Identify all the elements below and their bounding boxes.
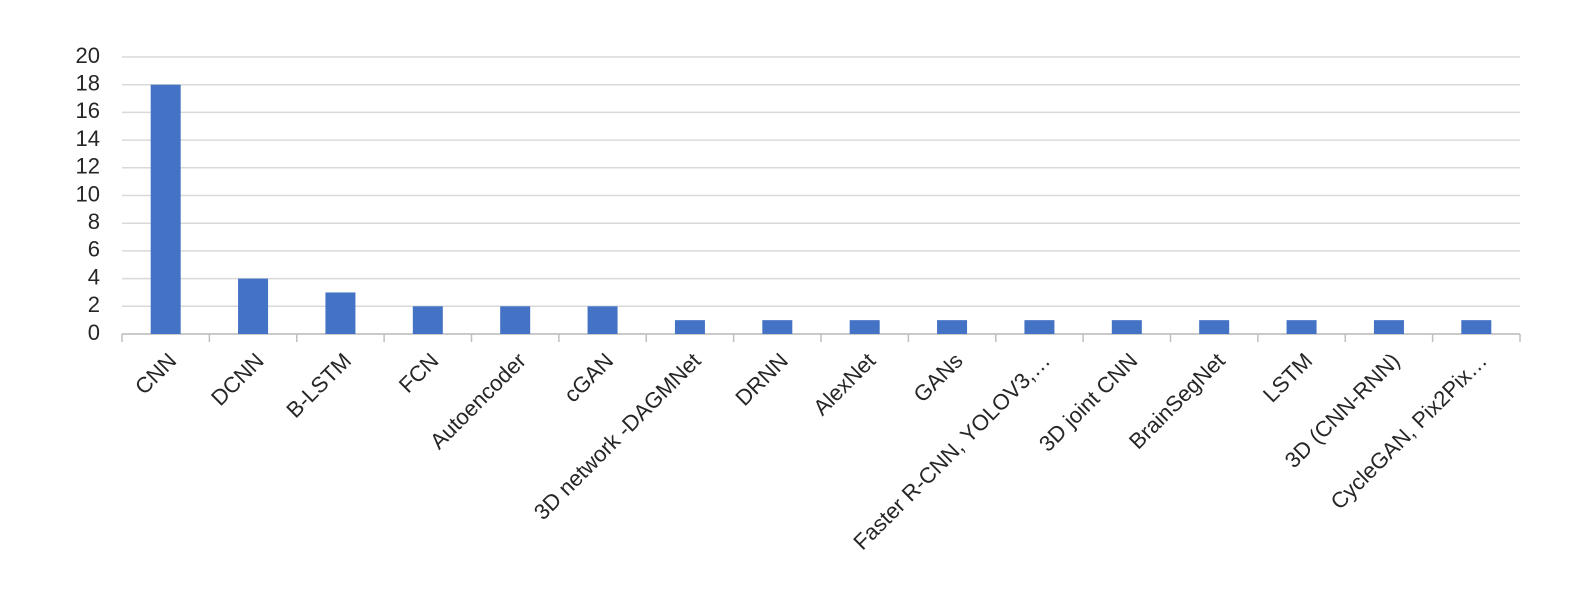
y-tick-label: 10 — [76, 181, 100, 206]
y-tick-label: 0 — [88, 320, 100, 345]
bar — [674, 320, 705, 334]
x-tick-label: 3D network -DAGMNet — [529, 348, 706, 525]
x-tick-label: GANs — [909, 348, 968, 407]
y-tick-label: 6 — [88, 237, 100, 262]
bar — [500, 306, 531, 334]
bar — [412, 306, 443, 334]
bar — [1373, 320, 1404, 334]
bar — [325, 292, 356, 334]
bar — [1111, 320, 1142, 334]
x-tick-label: DCNN — [206, 348, 269, 411]
bar — [1286, 320, 1317, 334]
x-tick-label: FCN — [394, 348, 444, 398]
x-tick-label: DRNN — [730, 348, 793, 411]
x-tick-label: LSTM — [1258, 348, 1317, 407]
bar — [1199, 320, 1230, 334]
bar — [849, 320, 880, 334]
bar — [1461, 320, 1492, 334]
y-tick-label: 18 — [76, 71, 100, 96]
x-tick-label: B-LSTM — [281, 348, 356, 423]
y-tick-label: 4 — [88, 264, 100, 289]
x-tick-label: CNN — [130, 348, 181, 399]
y-tick-label: 8 — [88, 209, 100, 234]
bar — [587, 306, 618, 334]
y-tick-label: 14 — [76, 126, 100, 151]
bar — [238, 278, 269, 334]
y-tick-label: 12 — [76, 154, 100, 179]
x-tick-label: cGAN — [559, 348, 618, 407]
bar — [937, 320, 968, 334]
y-tick-label: 20 — [76, 43, 100, 68]
y-tick-label: 16 — [76, 98, 100, 123]
x-tick-label: AlexNet — [808, 348, 880, 420]
bar — [1024, 320, 1055, 334]
x-tick-label: CycleGAN, Pix2Pix… — [1326, 348, 1492, 514]
bar — [150, 84, 181, 334]
bar — [762, 320, 793, 334]
y-tick-label: 2 — [88, 292, 100, 317]
